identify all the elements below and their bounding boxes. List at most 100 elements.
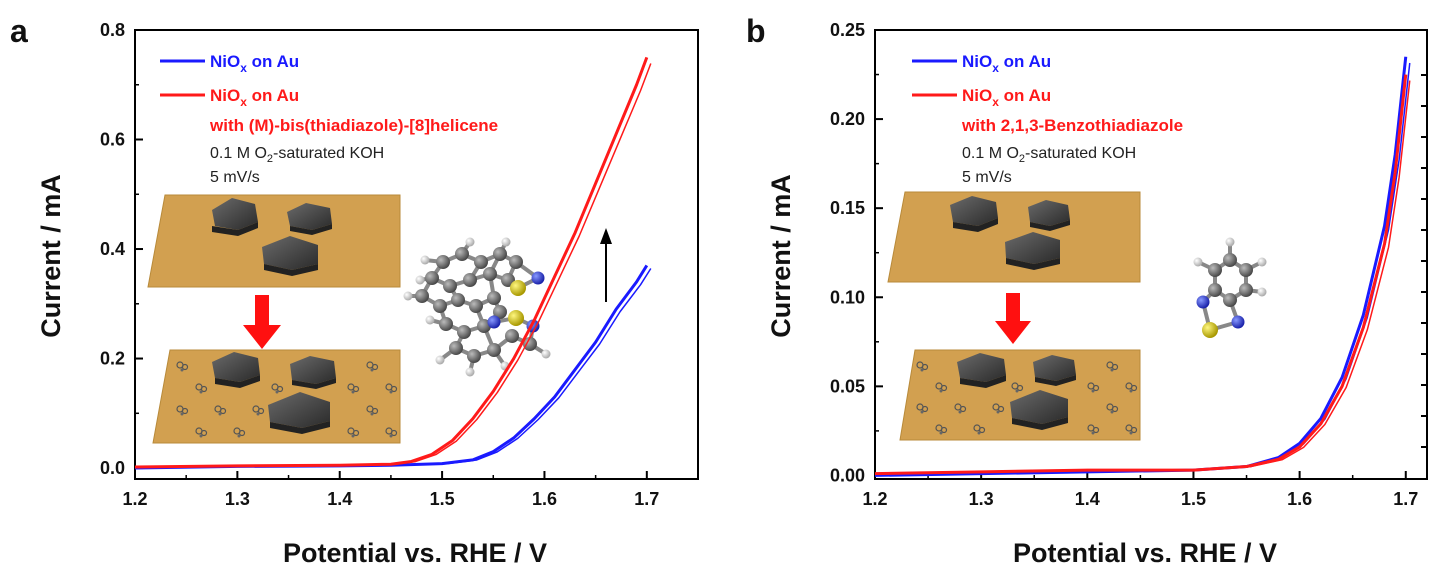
molecule-dot	[252, 405, 265, 416]
y-tick-label: 0.00	[830, 465, 865, 485]
axes-frame	[134, 29, 699, 480]
molecule-dot	[1125, 382, 1138, 393]
atom-N	[531, 271, 545, 285]
molecule-dot	[195, 383, 208, 394]
y-tick-label: 0.20	[830, 109, 865, 129]
y-tick-label: 0.2	[100, 349, 125, 369]
panel-a: a Potential vs. RHE / V Current / mA 1.2…	[10, 13, 699, 568]
molecule-dot	[916, 361, 929, 372]
molecule-dot	[195, 427, 208, 438]
atom-H	[541, 349, 551, 359]
legend-entry-nio-au-btd: NiOx on Au	[962, 86, 1051, 109]
atom-C	[487, 291, 501, 305]
molecule-dot	[347, 427, 360, 438]
atom-H	[1193, 257, 1203, 267]
transition-arrow-a	[243, 295, 281, 349]
atom-C	[1223, 293, 1237, 307]
x-tick-label: 1.5	[1181, 489, 1206, 509]
electrolyte-label-a: 0.1 M O2-saturated KOH	[210, 145, 384, 165]
atom-C	[449, 341, 463, 355]
atom-C	[523, 337, 537, 351]
molecule-dot	[973, 424, 986, 435]
molecule-dot	[233, 427, 246, 438]
atom-H	[425, 315, 435, 325]
substrate-schematic-top-b	[887, 191, 1141, 283]
atom-H	[1225, 237, 1235, 247]
atom-C	[493, 247, 507, 261]
increase-arrow-icon	[600, 228, 612, 302]
series-line-return-sweep	[138, 63, 652, 468]
molecule-dot	[385, 427, 398, 438]
y-tick-label: 0.15	[830, 198, 865, 218]
atom-C	[425, 271, 439, 285]
legend-entry-nio-au-helicene: NiOx on Au	[210, 86, 299, 109]
y-tick-label: 0.05	[830, 376, 865, 396]
atom-C	[1223, 253, 1237, 267]
y-axis-label-b: Current / mA	[766, 174, 796, 338]
benzothiadiazole-molecule-model	[1193, 237, 1267, 338]
atom-H	[420, 255, 430, 265]
atom-C	[487, 343, 501, 357]
atom-C	[443, 279, 457, 293]
x-tick-label: 1.7	[1393, 489, 1418, 509]
y-tick-label: 0.8	[100, 20, 125, 40]
substrate-schematic-bottom-b	[899, 349, 1141, 441]
atom-C	[493, 305, 507, 319]
atom-C	[457, 325, 471, 339]
y-axis-label-a: Current / mA	[36, 174, 66, 338]
molecule-dot	[214, 405, 227, 416]
atom-S	[510, 280, 526, 296]
atom-C	[439, 317, 453, 331]
y-tick-label: 0.10	[830, 287, 865, 307]
atom-C	[433, 299, 447, 313]
molecule-dot	[1087, 424, 1100, 435]
x-tick-label: 1.6	[532, 489, 557, 509]
atom-H	[1257, 257, 1267, 267]
molecule-dot	[347, 383, 360, 394]
x-tick-label: 1.3	[225, 489, 250, 509]
x-axis-label-a: Potential vs. RHE / V	[283, 538, 547, 568]
series-line-return-sweep	[878, 80, 1411, 475]
atom-H	[435, 355, 445, 365]
helicene-molecule-model	[403, 237, 551, 377]
atom-C	[467, 349, 481, 363]
molecule-dot	[1106, 361, 1119, 372]
legend-b: NiOx on Au NiOx on Au with 2,1,3-Benzoth…	[912, 52, 1183, 186]
adsorbed-molecules-a	[176, 361, 398, 438]
x-tick-label: 1.4	[1075, 489, 1100, 509]
atom-N	[1231, 315, 1245, 329]
atom-C	[1208, 283, 1222, 297]
atom-C	[451, 293, 465, 307]
molecule-dot	[1011, 382, 1024, 393]
adsorbed-molecules-b	[916, 361, 1138, 435]
atom-H	[465, 237, 475, 247]
substrate-schematic-bottom-a	[152, 349, 401, 444]
atom-C	[1208, 263, 1222, 277]
plot-area-a	[134, 29, 699, 480]
y-tick-label: 0.0	[100, 458, 125, 478]
atom-C	[477, 319, 491, 333]
molecule-dot	[366, 361, 379, 372]
atom-H	[403, 291, 413, 301]
molecule-dot	[935, 382, 948, 393]
atom-C	[474, 255, 488, 269]
electrolyte-label-b: 0.1 M O2-saturated KOH	[962, 145, 1136, 165]
atom-S	[1202, 322, 1218, 338]
atom-C	[1239, 283, 1253, 297]
molecule-dot	[992, 403, 1005, 414]
y-tick-label: 0.4	[100, 239, 125, 259]
atom-H	[501, 237, 511, 247]
x-tick-label: 1.4	[327, 489, 352, 509]
molecule-dot	[1125, 424, 1138, 435]
scan-rate-label-a: 5 mV/s	[210, 169, 260, 186]
legend-entry-nio-au-b: NiOx on Au	[962, 52, 1051, 75]
panel-label-b: b	[746, 13, 766, 49]
atom-H	[465, 367, 475, 377]
substrate-schematic-top-a	[147, 194, 401, 288]
transition-arrow-b	[995, 293, 1031, 344]
x-tick-label: 1.7	[634, 489, 659, 509]
y-tick-label: 0.25	[830, 20, 865, 40]
atom-C	[415, 289, 429, 303]
atom-C	[483, 267, 497, 281]
